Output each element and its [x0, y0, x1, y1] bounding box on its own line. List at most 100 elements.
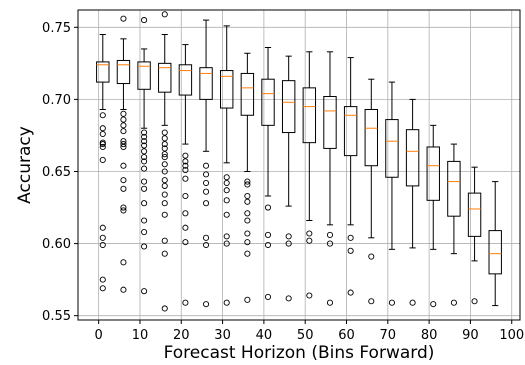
outlier-point — [161, 200, 168, 207]
outlier-point — [120, 207, 127, 214]
outlier-point — [203, 301, 210, 308]
outlier-point — [203, 234, 210, 241]
box-body — [323, 96, 337, 149]
outlier-point — [99, 241, 106, 249]
outlier-point — [347, 289, 354, 296]
outlier-point — [264, 293, 272, 300]
outlier-point — [120, 122, 127, 129]
outlier-point — [244, 250, 251, 257]
outlier-point — [285, 233, 292, 240]
outlier-point — [99, 141, 106, 148]
outlier-point — [182, 166, 189, 174]
box-26 — [199, 19, 213, 308]
outlier-point — [161, 237, 168, 244]
outlier-point — [141, 200, 148, 207]
outlier-point — [182, 224, 189, 231]
outlier-point — [223, 187, 230, 194]
outlier-point — [120, 138, 127, 145]
box-body — [343, 106, 358, 157]
box-body — [199, 67, 213, 100]
outlier-point — [99, 234, 106, 241]
x-tick-label: 30 — [214, 328, 231, 343]
x-tick-label: 0 — [95, 328, 103, 343]
box-body — [137, 61, 151, 90]
outlier-point — [141, 185, 148, 192]
box-41 — [261, 46, 275, 300]
outlier-point — [120, 116, 127, 123]
outlier-point — [244, 192, 251, 200]
box-1 — [96, 34, 110, 292]
box-body — [447, 160, 461, 217]
outlier-point — [99, 112, 106, 119]
outlier-point — [306, 230, 313, 237]
box-body — [158, 62, 172, 93]
outlier-point — [141, 288, 148, 295]
box-11 — [137, 17, 151, 295]
outlier-point — [264, 204, 272, 211]
outlier-point — [120, 15, 127, 22]
outlier-point — [120, 141, 127, 148]
outlier-point — [161, 182, 168, 189]
outlier-point — [244, 198, 251, 205]
outlier-point — [244, 217, 251, 224]
outlier-point — [161, 154, 168, 161]
outlier-point — [203, 179, 210, 187]
outlier-point — [347, 247, 354, 254]
x-tick-label: 70 — [380, 328, 397, 343]
outlier-point — [120, 128, 127, 135]
outlier-point — [141, 142, 148, 149]
outlier-point — [120, 177, 127, 184]
outlier-point — [161, 151, 168, 158]
outlier-point — [141, 133, 148, 140]
grid — [78, 10, 520, 320]
y-tick-label: 0.70 — [42, 93, 71, 108]
outlier-point — [120, 204, 127, 211]
outlier-point — [141, 154, 148, 161]
outlier-point — [141, 228, 148, 236]
outlier-point — [141, 158, 148, 165]
outlier-point — [161, 168, 168, 175]
y-tick-label: 0.60 — [42, 237, 71, 252]
x-axis-label: Forecast Horizon (Bins Forward) — [164, 343, 435, 363]
x-tick-label: 100 — [499, 328, 524, 343]
outlier-point — [430, 301, 437, 308]
box-body — [220, 70, 234, 109]
box-61 — [343, 57, 358, 296]
outlier-point — [99, 285, 106, 292]
box-body — [96, 61, 110, 83]
box-body — [240, 72, 255, 116]
outlier-point — [223, 211, 230, 218]
box-56 — [323, 51, 337, 306]
outlier-point — [203, 200, 210, 207]
outlier-point — [223, 233, 230, 240]
outlier-point — [161, 135, 168, 142]
outlier-point — [120, 259, 127, 266]
outlier-point — [409, 299, 416, 306]
outlier-point — [161, 211, 168, 218]
outlier-point — [203, 171, 210, 178]
box-body — [426, 146, 440, 201]
outlier-point — [203, 188, 210, 195]
box-86 — [447, 143, 461, 306]
x-tick-label: 60 — [338, 328, 355, 343]
outlier-point — [368, 253, 375, 260]
outlier-point — [244, 210, 251, 217]
y-axis-label: Accuracy — [15, 126, 35, 204]
outlier-point — [203, 162, 210, 169]
outlier-point — [264, 241, 272, 249]
outlier-point — [285, 295, 292, 302]
outlier-point — [161, 250, 168, 257]
outlier-point — [141, 165, 148, 172]
outlier-point — [182, 158, 189, 165]
outlier-point — [223, 299, 230, 306]
outlier-point — [141, 217, 148, 224]
outlier-point — [161, 305, 168, 312]
outlier-point — [99, 130, 106, 138]
outlier-point — [223, 240, 230, 247]
box-31 — [220, 25, 234, 306]
box-16 — [158, 11, 172, 312]
outlier-point — [471, 298, 478, 305]
x-tick-label: 40 — [256, 328, 273, 343]
outlier-point — [450, 299, 457, 306]
